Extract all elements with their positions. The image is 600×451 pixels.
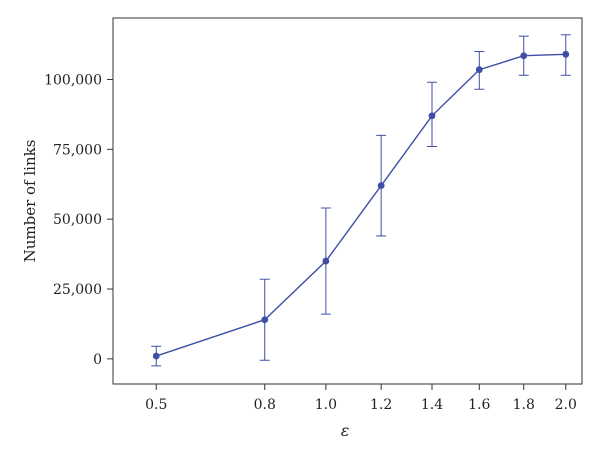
data-point — [428, 112, 436, 120]
y-axis-title: Number of links — [21, 140, 39, 263]
x-tick-label: 1.0 — [315, 397, 337, 413]
plot-frame — [112, 17, 583, 385]
x-axis-title: ε — [341, 421, 350, 440]
x-tick-label: 0.8 — [254, 397, 276, 413]
x-tick-label: 1.6 — [468, 397, 490, 413]
data-point — [152, 352, 160, 360]
data-point — [322, 257, 330, 265]
error-bars — [151, 34, 571, 367]
data-point — [475, 66, 483, 74]
series-line — [155, 53, 566, 357]
y-tick-label: 25,000 — [53, 282, 102, 298]
data-point — [562, 50, 570, 58]
x-tick-label: 0.5 — [145, 397, 167, 413]
data-point — [377, 182, 385, 190]
x-tick-label: 1.4 — [421, 397, 443, 413]
data-points — [152, 50, 570, 360]
x-tick-label: 2.0 — [555, 397, 577, 413]
y-tick-label: 0 — [93, 352, 102, 368]
y-tick-label: 50,000 — [53, 212, 102, 228]
x-tick-label: 1.2 — [370, 397, 392, 413]
y-tick-label: 100,000 — [44, 72, 102, 88]
y-axis: 0 25,000 50,000 75,000 100,000 — [44, 72, 113, 368]
y-tick-label: 75,000 — [53, 142, 102, 158]
x-axis: 0.5 0.8 1.0 1.2 1.4 1.6 1.8 2.0 — [145, 384, 577, 413]
data-point — [520, 52, 528, 60]
x-tick-label: 1.8 — [513, 397, 535, 413]
data-point — [261, 316, 269, 324]
